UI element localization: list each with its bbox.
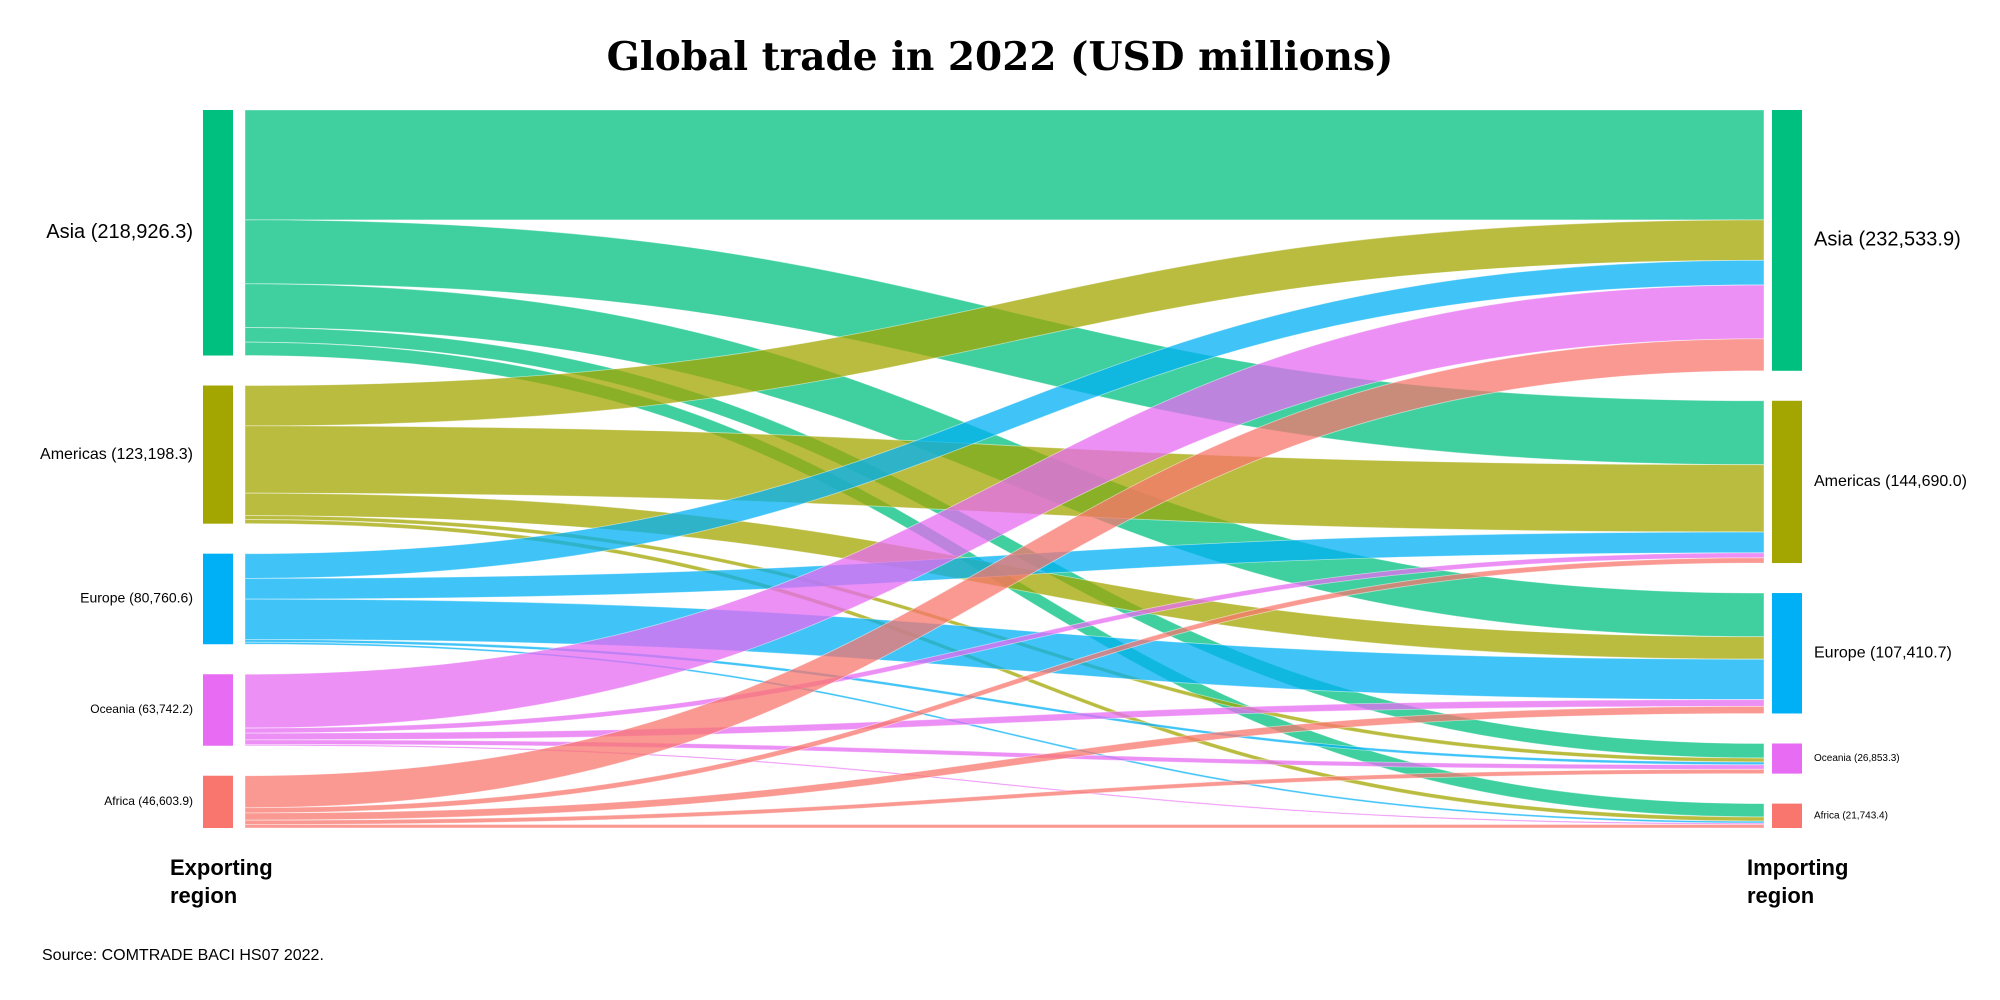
exporter-node-europe	[203, 553, 233, 645]
importer-node-asia	[1772, 110, 1802, 371]
flow-asia-to-asia	[244, 109, 1765, 221]
exporter-node-asia	[203, 110, 233, 356]
exporter-node-africa	[203, 775, 233, 828]
exporter-label-asia: Asia (218,926.3)	[46, 221, 193, 243]
exporter-node-americas	[203, 385, 233, 524]
importing-region-label: Importing region	[1747, 855, 1855, 908]
importing-region-label-line2: region	[1747, 883, 1814, 908]
importer-node-africa	[1772, 803, 1802, 828]
importer-label-africa: Africa (21,743.4)	[1814, 810, 1888, 821]
importer-node-americas	[1772, 400, 1802, 564]
exporter-label-europe: Europe (80,760.6)	[80, 590, 193, 606]
exporter-label-africa: Africa (46,603.9)	[104, 794, 193, 808]
importer-nodes: Asia (232,533.9) Americas (144,690.0) Euro…	[1772, 110, 1967, 828]
flow-africa-to-europe	[244, 705, 1765, 821]
chart-title: Global trade in 2022 (USD millions)	[607, 34, 1394, 80]
exporting-region-label: Exporting region	[170, 855, 279, 908]
flow-links	[244, 109, 1765, 829]
exporter-node-oceania	[203, 674, 233, 746]
importer-label-americas: Americas (144,690.0)	[1814, 473, 1967, 490]
exporter-label-americas: Americas (123,198.3)	[40, 446, 193, 463]
exporter-nodes: Asia (218,926.3) Americas (123,198.3) Euro…	[40, 110, 233, 828]
flow-africa-to-africa	[244, 824, 1765, 829]
flow-africa-to-americas	[244, 557, 1765, 814]
importer-node-oceania	[1772, 743, 1802, 774]
importer-label-asia: Asia (232,533.9)	[1814, 229, 1961, 251]
exporting-region-label-line2: region	[170, 883, 237, 908]
exporter-label-oceania: Oceania (63,742.2)	[90, 702, 193, 716]
importing-region-label-line1: Importing	[1747, 855, 1848, 880]
exporting-region-label-line1: Exporting	[170, 855, 273, 880]
importer-label-europe: Europe (107,410.7)	[1814, 644, 1952, 661]
flow-africa-to-oceania	[244, 768, 1765, 825]
source-note: Source: COMTRADE BACI HS07 2022.	[42, 947, 324, 964]
importer-label-oceania: Oceania (26,853.3)	[1814, 753, 1900, 764]
flow-africa-to-asia	[244, 338, 1765, 809]
importer-node-europe	[1772, 593, 1802, 714]
